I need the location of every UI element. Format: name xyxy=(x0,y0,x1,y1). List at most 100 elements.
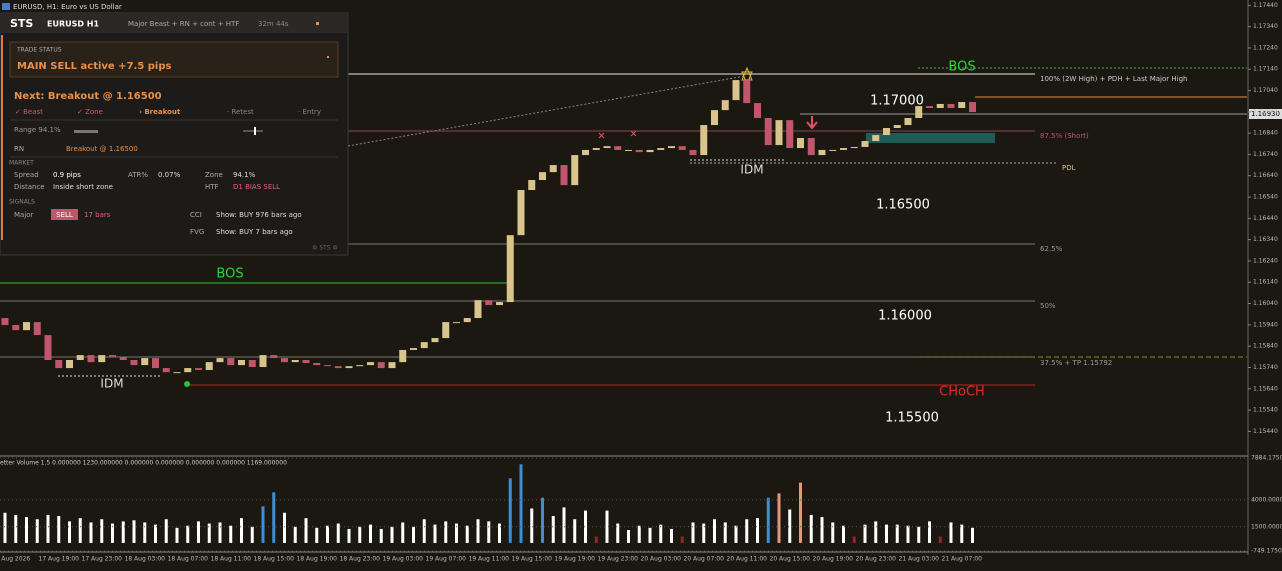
candle xyxy=(786,120,794,149)
x-tick-label: 19 Aug 03:00 xyxy=(383,556,424,563)
field-label: Spread xyxy=(14,171,39,179)
volume-bar xyxy=(745,519,749,543)
candle xyxy=(410,348,417,350)
y-tick-label: 1.16540 xyxy=(1253,194,1278,201)
trend-line xyxy=(347,75,746,147)
field-value: Show: BUY 976 bars ago xyxy=(216,211,302,219)
volume-bar xyxy=(809,514,813,543)
x-tick-label: 18 Aug 15:00 xyxy=(254,556,295,563)
volume-bar xyxy=(272,492,276,543)
y-tick-label: 1.17340 xyxy=(1253,23,1278,30)
round-number: 1.15500 xyxy=(885,411,939,426)
bos-label: BOS xyxy=(948,60,975,75)
volume-bar xyxy=(121,521,125,543)
timer: 32m 44s xyxy=(258,20,289,28)
field-value: Inside short zone xyxy=(53,183,113,191)
candle xyxy=(625,149,632,151)
candle xyxy=(743,80,751,104)
candle xyxy=(474,300,482,319)
volume-bar xyxy=(304,518,308,543)
volume-bar xyxy=(25,517,28,543)
y-tick-label: 1.17040 xyxy=(1253,87,1278,94)
candle xyxy=(603,146,611,149)
field-value: D1 BIAS SELL xyxy=(233,183,280,191)
volume-bar xyxy=(261,506,265,543)
section-label: MARKET xyxy=(9,160,34,167)
candle xyxy=(850,146,858,149)
accent-bar xyxy=(1,35,3,240)
y-tick-label: -749.17500 xyxy=(1251,548,1282,555)
volume-bar xyxy=(831,522,835,543)
zone-box xyxy=(866,133,995,143)
x-tick-label: Aug 2026 xyxy=(1,556,30,563)
step: ✓ Beast xyxy=(15,108,43,116)
volume-bar xyxy=(949,522,953,543)
candle xyxy=(431,338,439,343)
y-tick-label: 1.16940 xyxy=(1253,108,1278,115)
x-tick-label: 20 Aug 15:00 xyxy=(770,556,811,563)
candle xyxy=(270,355,278,359)
candle xyxy=(367,362,374,366)
candle xyxy=(173,372,181,374)
volume-bar xyxy=(820,517,824,543)
y-tick-label: 1.15840 xyxy=(1253,343,1278,350)
volume-bar xyxy=(250,526,254,543)
candle xyxy=(506,235,514,303)
candle xyxy=(119,357,127,360)
volume-bar xyxy=(680,536,684,543)
badge-text: SELL xyxy=(56,211,73,219)
volume-bar xyxy=(734,525,738,543)
volume-bar xyxy=(777,493,781,543)
choch-origin xyxy=(184,381,190,387)
candle xyxy=(345,366,353,369)
candle xyxy=(98,355,106,363)
candle xyxy=(829,149,837,151)
candle xyxy=(893,125,901,129)
volume-bar xyxy=(928,521,931,543)
volume-bar xyxy=(756,518,759,543)
volume-bar xyxy=(616,523,620,543)
candle xyxy=(861,141,869,147)
candle xyxy=(872,135,880,142)
y-tick-label: 1.16140 xyxy=(1253,279,1278,286)
y-tick-label: 7884.17500 xyxy=(1251,455,1282,462)
candle xyxy=(485,300,493,306)
candle xyxy=(915,106,923,119)
field-value: 0.07% xyxy=(158,171,181,179)
candle xyxy=(162,368,170,373)
round-number: 1.16000 xyxy=(878,309,932,324)
step: · Retest xyxy=(227,108,254,116)
sell-badge xyxy=(51,209,78,220)
candle xyxy=(807,138,815,156)
candle xyxy=(840,148,847,150)
candle xyxy=(969,102,976,113)
brand: STS xyxy=(10,17,33,30)
volume-bar xyxy=(78,518,82,543)
volume-bar xyxy=(369,524,372,543)
field-label: HTF xyxy=(205,183,219,191)
x-tick-label: 20 Aug 03:00 xyxy=(641,556,682,563)
candle xyxy=(313,362,321,366)
candle xyxy=(463,318,471,323)
symbol: EURUSD H1 xyxy=(47,20,100,29)
status-dot xyxy=(327,56,329,58)
x-tick-label: 21 Aug 03:00 xyxy=(899,556,940,563)
volume-bar xyxy=(842,525,845,543)
range-slider xyxy=(243,130,263,132)
x-tick-label: 17 Aug 23:00 xyxy=(82,556,123,563)
volume-bar xyxy=(433,524,437,543)
candle xyxy=(528,179,536,191)
candle xyxy=(130,359,138,366)
volume-bar xyxy=(895,524,899,543)
candle xyxy=(883,128,890,136)
candle xyxy=(560,165,568,186)
candle xyxy=(453,322,460,324)
x-markers xyxy=(598,130,637,139)
candle xyxy=(291,359,299,363)
field-label: Distance xyxy=(14,183,45,191)
sts-panel: STS EURUSD H1 Major Beast + RN + cont + … xyxy=(0,12,349,256)
volume-bar xyxy=(713,519,716,543)
candle xyxy=(259,355,267,368)
volume-bar xyxy=(229,525,233,543)
x-tick-label: 19 Aug 07:00 xyxy=(426,556,467,563)
